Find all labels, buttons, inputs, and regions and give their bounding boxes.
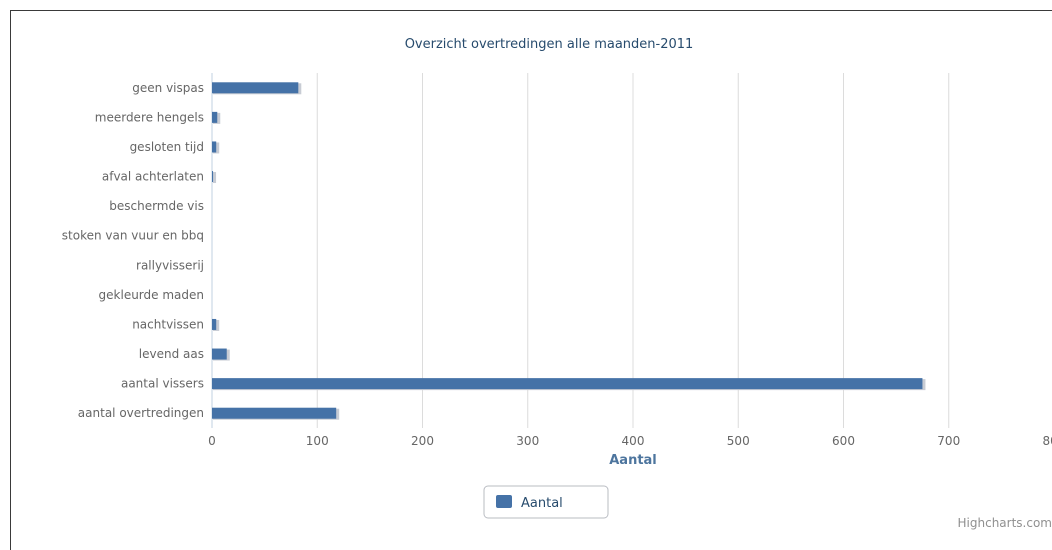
legend-swatch [496, 495, 512, 508]
legend-label: Aantal [521, 496, 563, 511]
bar [212, 318, 217, 330]
category-label: geen vispas [132, 81, 204, 95]
bar [212, 407, 337, 419]
chart-frame [10, 10, 1052, 550]
highcharts-credits[interactable]: Highcharts.com [957, 516, 1052, 530]
bar-shadow [213, 172, 217, 184]
bar [212, 171, 214, 183]
category-label: beschermde vis [109, 199, 204, 213]
bar [212, 111, 218, 123]
category-label: levend aas [139, 347, 204, 361]
x-tick-label: 500 [727, 434, 750, 448]
x-axis-title: Aantal [609, 453, 657, 468]
x-tick-label: 400 [622, 434, 645, 448]
x-tick-label: 200 [411, 434, 434, 448]
category-label: aantal vissers [121, 377, 204, 391]
chart-title: Overzicht overtredingen alle maanden-201… [405, 37, 694, 52]
x-tick-label: 0 [208, 434, 216, 448]
category-label: aantal overtredingen [78, 406, 204, 420]
category-label: nachtvissen [132, 317, 204, 331]
x-tick-label: 300 [516, 434, 539, 448]
category-label: stoken van vuur en bbq [62, 229, 204, 243]
category-label: afval achterlaten [102, 170, 204, 184]
bar [212, 348, 227, 360]
x-tick-label: 100 [306, 434, 329, 448]
bar [212, 378, 923, 390]
x-tick-label: 600 [832, 434, 855, 448]
category-label: gesloten tijd [130, 140, 204, 154]
x-tick-label: 800 [1043, 434, 1052, 448]
legend-box [483, 485, 609, 519]
bar [212, 141, 217, 153]
bar [212, 82, 299, 94]
category-label: meerdere hengels [95, 110, 204, 124]
x-tick-label: 700 [937, 434, 960, 448]
category-label: rallyvisserij [136, 258, 204, 272]
category-label: gekleurde maden [99, 288, 204, 302]
